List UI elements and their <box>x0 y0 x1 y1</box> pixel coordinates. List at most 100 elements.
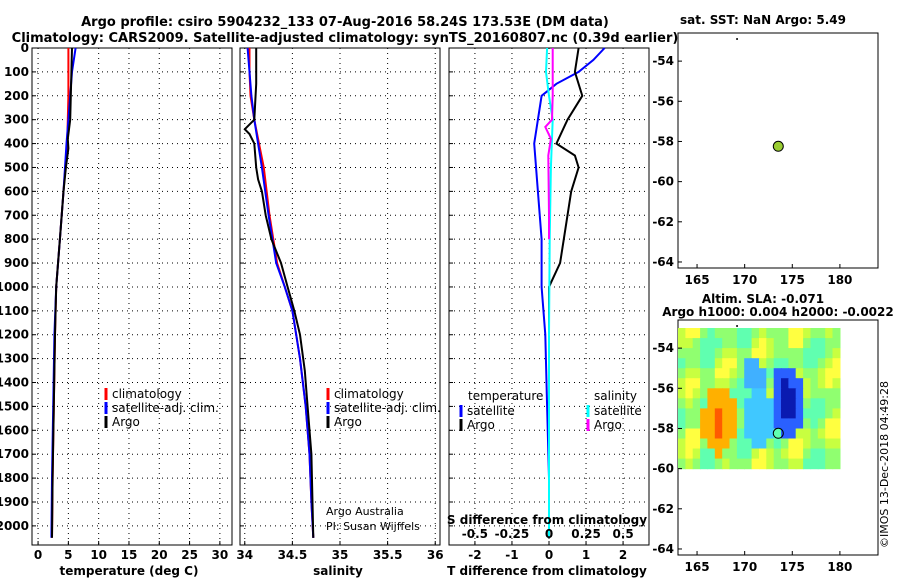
legend-label: satellite <box>594 404 642 418</box>
sla-cell <box>810 428 819 440</box>
series-s-satellite <box>544 47 554 538</box>
sla-cell <box>714 398 723 409</box>
sla-cell <box>795 418 804 429</box>
y-tick-label: 1800 <box>0 471 29 485</box>
map-x-tick-label: 165 <box>685 273 710 287</box>
sla-cell <box>773 418 782 429</box>
sla-cell <box>781 428 789 440</box>
sla-map-title: Altim. SLA: -0.071 <box>702 292 824 306</box>
sla-cell <box>788 458 797 470</box>
sla-cell <box>700 338 709 349</box>
y-tick-label: 0 <box>21 41 29 55</box>
x-tick-label: -2 <box>468 548 481 562</box>
sla-cell <box>803 358 812 369</box>
sla-cell <box>736 438 745 450</box>
sla-cell <box>692 368 701 379</box>
sla-cell <box>788 398 797 409</box>
y-tick-label: 800 <box>4 232 29 246</box>
sla-cell <box>825 428 834 440</box>
sla-cell <box>825 418 834 429</box>
sla-cell <box>766 348 775 359</box>
sla-cell <box>832 388 841 399</box>
sla-cell <box>707 408 716 419</box>
sla-cell <box>817 448 826 460</box>
sla-cell <box>751 438 760 450</box>
sla-cell <box>781 328 789 339</box>
sla-cell <box>722 458 731 470</box>
sla-cell <box>803 438 812 450</box>
sla-cell <box>736 398 745 409</box>
sla-cell <box>692 348 701 359</box>
sla-cell <box>707 448 716 460</box>
legend-label: Argo <box>334 415 362 429</box>
sla-cell <box>751 338 760 349</box>
y-tick-label: 1300 <box>0 352 29 366</box>
sla-cell <box>736 428 745 440</box>
sla-cell <box>766 408 775 419</box>
sla-cell <box>832 458 841 470</box>
sla-cell <box>714 348 723 359</box>
sla-cell <box>678 428 686 440</box>
sla-cell <box>810 438 819 450</box>
sla-cell <box>795 338 804 349</box>
sla-cell <box>707 438 716 450</box>
sla-cell <box>744 338 753 349</box>
sla-cell <box>692 428 701 440</box>
map-y-tick-label: -54 <box>652 341 674 355</box>
s-tick-label: 0.25 <box>571 527 601 541</box>
sla-cell <box>707 358 716 369</box>
map-x-tick-label: 170 <box>732 560 757 574</box>
x-tick-label: 20 <box>151 548 168 562</box>
legend-label: satellite-adj. clim. <box>334 401 441 415</box>
sla-cell <box>744 458 753 470</box>
sla-cell <box>700 368 709 379</box>
y-tick-label: 1900 <box>0 495 29 509</box>
sla-cell <box>751 388 760 399</box>
y-tick-label: 500 <box>4 160 29 174</box>
sla-cell <box>700 378 709 389</box>
sla-cell <box>678 358 686 369</box>
x-tick-label: 0 <box>545 548 553 562</box>
sla-cell <box>759 378 767 389</box>
sla-cell <box>692 358 701 369</box>
sla-cell <box>825 448 834 460</box>
sla-cell <box>781 458 789 470</box>
map-y-tick-label: -60 <box>652 462 674 476</box>
sla-cell <box>803 398 812 409</box>
sla-cell <box>736 328 745 339</box>
sla-cell <box>759 358 767 369</box>
sla-cell <box>714 368 723 379</box>
sla-cell <box>832 328 841 339</box>
sla-cell <box>678 328 686 339</box>
sla-cell <box>781 388 789 399</box>
sla-cell <box>825 388 834 399</box>
sla-cell <box>810 378 819 389</box>
sla-cell <box>707 428 716 440</box>
sla-cell <box>714 378 723 389</box>
series-s-argo <box>544 48 554 240</box>
sla-cell <box>817 388 826 399</box>
sla-cell <box>803 348 812 359</box>
sla-cell <box>817 348 826 359</box>
sla-cell <box>773 438 782 450</box>
sla-cell <box>707 388 716 399</box>
x-tick-label: 25 <box>181 548 198 562</box>
salinity-xlabel: salinity <box>313 564 363 578</box>
sla-cell <box>766 388 775 399</box>
sla-cell <box>766 368 775 379</box>
sla-cell <box>751 408 760 419</box>
legend-label: satellite-adj. clim. <box>112 401 219 415</box>
map-y-tick-label: -64 <box>652 255 674 269</box>
sla-cell <box>714 338 723 349</box>
sla-cell <box>766 398 775 409</box>
sla-cell <box>825 358 834 369</box>
sla-cell <box>773 378 782 389</box>
series-argo <box>243 48 315 538</box>
sla-cell <box>678 408 686 419</box>
map-y-tick-label: -62 <box>652 215 674 229</box>
sla-cell <box>759 338 767 349</box>
sla-cell <box>700 398 709 409</box>
sla-cell <box>685 378 694 389</box>
sla-cell <box>700 428 709 440</box>
sla-cell <box>788 338 797 349</box>
